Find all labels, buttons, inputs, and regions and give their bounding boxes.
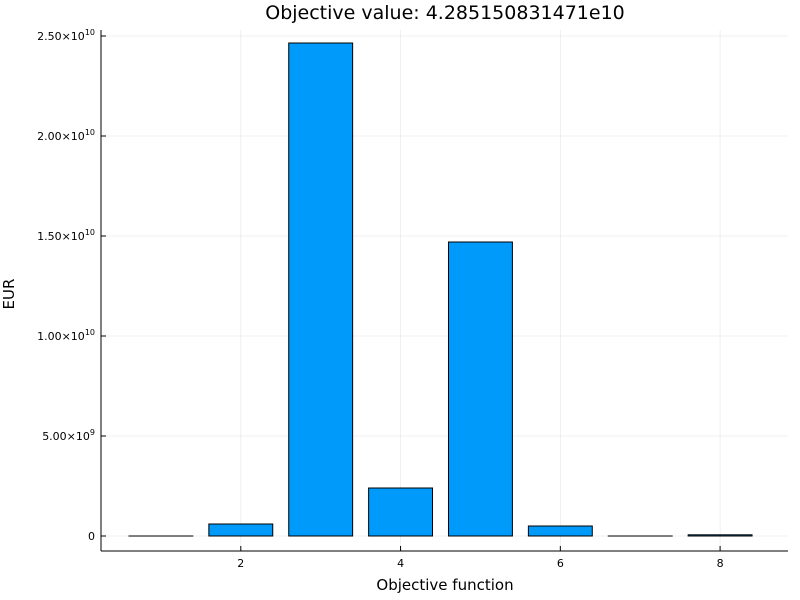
y-tick-label: 2.50×1010 — [37, 28, 95, 43]
x-tick-label: 6 — [557, 557, 564, 570]
y-axis-label: EUR — [0, 279, 18, 310]
grid — [101, 30, 788, 551]
bar-4 — [368, 487, 434, 537]
bar-8 — [687, 534, 753, 537]
bar-6 — [527, 525, 593, 537]
tick-labels: 2 4 6 8 0 5.00×109 1.00×1010 1.50×1010 2.00×1010… — [37, 28, 724, 570]
chart-title: Objective value: 4.285150831471e10 — [265, 2, 625, 24]
x-axis-label: Objective function — [376, 576, 513, 594]
y-tick-label: 0 — [88, 530, 95, 543]
bar-3 — [288, 42, 354, 537]
y-tick-label: 1.00×1010 — [37, 328, 95, 343]
bars — [128, 42, 753, 537]
y-tick-label: 1.50×1010 — [37, 228, 95, 243]
axes — [100, 30, 788, 552]
bar-5 — [447, 241, 513, 537]
x-tick-label: 8 — [717, 557, 724, 570]
y-tick-label: 5.00×109 — [42, 428, 95, 443]
bar-2 — [208, 523, 274, 537]
x-tick-label: 4 — [397, 557, 404, 570]
y-tick-label: 2.00×1010 — [37, 128, 95, 143]
x-tick-label: 2 — [237, 557, 244, 570]
